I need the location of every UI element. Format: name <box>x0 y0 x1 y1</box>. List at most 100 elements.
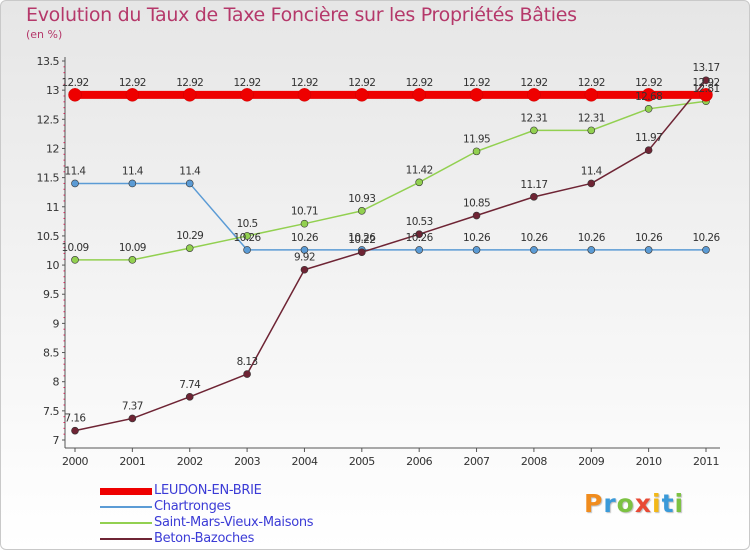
data-label-1: 10.26 <box>635 232 663 244</box>
data-point-0 <box>527 88 541 102</box>
y-tick-label: 12.5 <box>37 113 60 126</box>
data-label-1: 11.4 <box>122 165 144 177</box>
data-label-2: 10.71 <box>291 206 318 218</box>
data-label-3: 9.92 <box>294 252 315 264</box>
data-point-0 <box>584 88 599 102</box>
data-label-0: 12.92 <box>463 77 490 89</box>
data-point-2 <box>300 219 309 228</box>
y-tick-label: 9 <box>53 317 60 330</box>
legend-label: Chartronges <box>154 499 231 514</box>
data-point-2 <box>415 178 423 187</box>
data-point-3 <box>128 414 137 423</box>
data-point-3 <box>702 76 710 85</box>
x-tick-label: 2011 <box>693 455 719 468</box>
data-point-0 <box>469 88 484 102</box>
data-point-2 <box>587 126 596 135</box>
data-label-0: 12.92 <box>348 77 375 89</box>
data-point-2 <box>644 105 653 113</box>
proxiti-logo: Proxiti <box>584 489 684 518</box>
chart-title: Evolution du Taux de Taxe Foncière sur l… <box>26 4 577 26</box>
series-line-2 <box>75 100 707 261</box>
data-label-2: 12.81 <box>692 83 719 95</box>
data-label-2: 10.09 <box>61 242 88 254</box>
legend-swatch <box>100 538 152 540</box>
data-label-1: 11.4 <box>65 165 87 177</box>
data-label-3: 11.4 <box>581 165 603 177</box>
data-point-2 <box>243 232 251 240</box>
series-line-1 <box>75 182 706 251</box>
legend-item: Beton-Bazoches <box>100 531 420 547</box>
x-tick-label: 2000 <box>62 455 88 468</box>
data-point-1 <box>472 246 481 254</box>
x-tick-label: 2005 <box>349 455 375 468</box>
x-tick-label: 2003 <box>234 455 260 468</box>
logo-letter: i <box>674 489 685 518</box>
data-point-3 <box>358 248 366 257</box>
x-tick-label: 2009 <box>578 455 604 468</box>
series-layer <box>68 76 713 435</box>
data-point-1 <box>185 179 194 188</box>
data-label-3: 11.17 <box>520 179 547 191</box>
data-point-1 <box>128 179 137 188</box>
legend-label: LEUDON-EN-BRIE <box>154 483 262 498</box>
data-label-2: 12.31 <box>520 112 547 124</box>
data-label-3: 7.74 <box>179 379 201 391</box>
data-point-2 <box>530 126 538 135</box>
data-point-0 <box>240 88 254 102</box>
data-label-3: 7.37 <box>122 400 143 412</box>
data-label-3: 7.16 <box>65 413 87 425</box>
x-tick-label: 2006 <box>406 455 432 468</box>
data-label-2: 12.31 <box>578 112 605 124</box>
data-point-3 <box>185 393 194 401</box>
y-tick-label: 7.5 <box>43 405 59 418</box>
y-tick-label: 10.5 <box>37 230 60 243</box>
data-label-2: 10.93 <box>348 193 375 205</box>
data-point-0 <box>125 88 140 102</box>
x-tick-label: 2007 <box>464 455 490 468</box>
data-point-0 <box>412 88 426 102</box>
data-point-2 <box>128 256 137 264</box>
legend: LEUDON-EN-BRIE Chartronges Saint-Mars-Vieu… <box>100 483 420 547</box>
logo-letter: x <box>634 489 652 518</box>
x-tick-label: 2001 <box>119 455 145 468</box>
data-point-1 <box>587 246 596 254</box>
data-label-1: 10.26 <box>692 232 720 244</box>
data-label-0: 12.92 <box>406 77 433 89</box>
data-point-1 <box>530 246 538 254</box>
data-label-0: 12.92 <box>635 77 662 89</box>
data-label-1: 11.4 <box>179 165 201 177</box>
legend-item: Saint-Mars-Vieux-Maisons <box>100 515 420 531</box>
data-label-2: 11.42 <box>406 164 433 176</box>
data-point-2 <box>71 256 79 264</box>
data-labels: 12.92 12.92 12.92 12.92 12.92 12.92 12.92 12.92… <box>61 62 721 425</box>
data-label-1: 10.26 <box>406 232 434 244</box>
y-tick-label: 11.5 <box>37 172 60 185</box>
data-label-3: 10.85 <box>463 198 490 210</box>
y-tick-label: 13.5 <box>37 55 60 68</box>
legend-item: LEUDON-EN-BRIE <box>100 483 420 499</box>
data-label-3: 10.22 <box>348 234 375 246</box>
logo-letter: i <box>652 489 662 518</box>
logo-letter: r <box>603 489 617 518</box>
data-point-0 <box>355 88 369 102</box>
data-point-0 <box>641 88 656 102</box>
data-point-2 <box>185 244 194 252</box>
legend-label: Beton-Bazoches <box>154 531 255 546</box>
data-label-0: 12.92 <box>61 77 88 89</box>
data-label-3: 11.97 <box>635 132 662 144</box>
data-point-3 <box>530 193 538 201</box>
y-tick-label: 12 <box>46 142 59 155</box>
data-point-1 <box>243 246 251 254</box>
axes: 7 7.5 8 8.5 9 9.5 10 10.5 11 11.5 12 12.5 13 13.5 2000… <box>37 55 720 468</box>
data-label-1: 10.26 <box>463 232 491 244</box>
data-label-3: 13.17 <box>692 62 719 74</box>
data-label-2: 12.68 <box>635 91 662 103</box>
y-tick-label: 8 <box>53 376 60 389</box>
logo-letter: P <box>584 489 604 518</box>
data-point-1 <box>415 246 423 254</box>
data-label-0: 12.92 <box>692 77 719 89</box>
logo-letter: t <box>661 489 675 518</box>
data-label-3: 10.53 <box>406 216 433 228</box>
y-tick-label: 13 <box>46 84 59 97</box>
